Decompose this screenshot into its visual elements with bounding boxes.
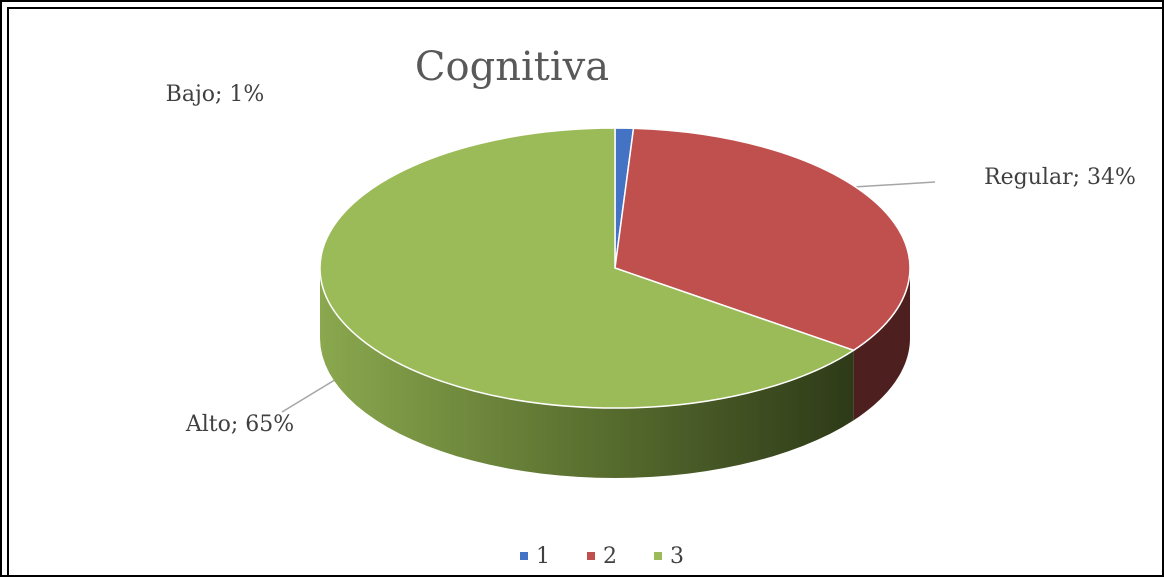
legend-label: 2 [603, 544, 617, 569]
leader-line [281, 377, 339, 413]
legend-label: 3 [670, 544, 684, 569]
data-label: Regular; 34% [984, 165, 1136, 190]
data-label: Alto; 65% [185, 412, 294, 437]
pie-slice [319, 127, 856, 409]
chart-title: Cognitiva [415, 44, 609, 90]
legend-swatch [654, 552, 662, 560]
inner-frame [7, 7, 1164, 577]
legend-swatch [520, 552, 528, 560]
data-label: Bajo; 1% [166, 82, 265, 107]
legend-label: 1 [536, 544, 550, 569]
legend-swatch [587, 552, 595, 560]
pie-side [320, 268, 854, 478]
pie-slice [614, 127, 911, 352]
pie-side [853, 268, 910, 421]
